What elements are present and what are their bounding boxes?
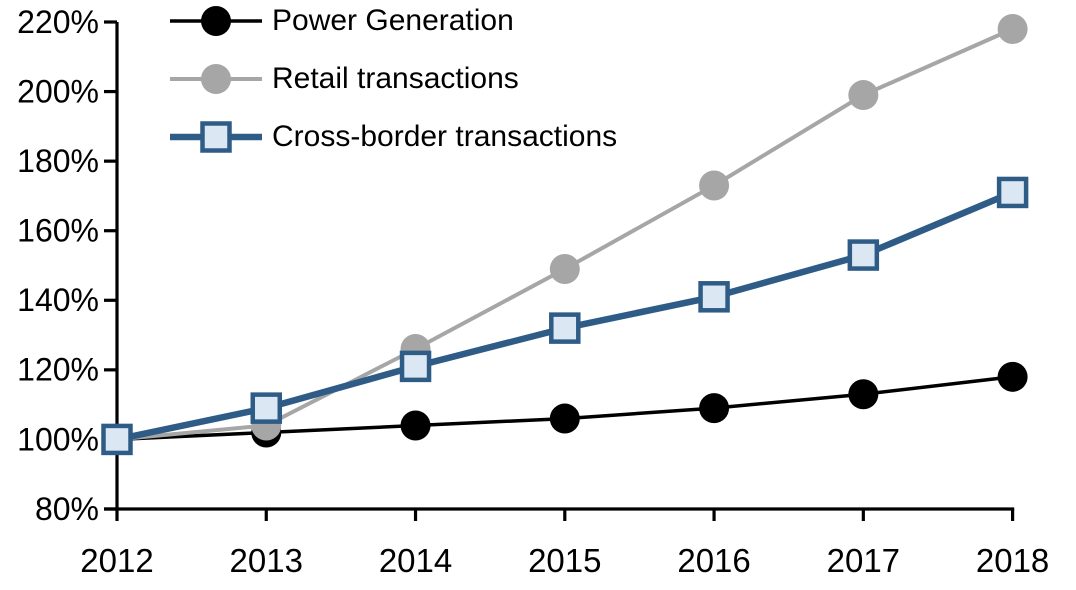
data-point-circle [699, 393, 730, 424]
data-point-circle [997, 361, 1028, 392]
y-tick-label: 160% [17, 213, 99, 249]
data-point-circle [848, 379, 879, 410]
y-tick-label: 220% [17, 4, 99, 40]
data-point-square [549, 312, 581, 344]
y-tick-label: 120% [17, 352, 99, 388]
data-point-circle [549, 253, 580, 284]
y-tick-label: 200% [17, 73, 99, 109]
y-tick-label: 140% [17, 282, 99, 318]
x-tick-label: 2015 [528, 542, 601, 579]
legend-swatch-circle-icon [170, 6, 262, 36]
x-tick-label: 2014 [379, 542, 452, 579]
legend-swatch-square-icon [170, 121, 262, 153]
legend-label: Cross-border transactions [272, 120, 618, 153]
legend-marker-circle [201, 6, 231, 36]
y-tick-label: 100% [17, 421, 99, 457]
legend-label: Power Generation [272, 4, 514, 37]
y-tick-label: 180% [17, 143, 99, 179]
x-tick-label: 2013 [230, 542, 303, 579]
data-point-square [996, 176, 1029, 209]
legend-swatch-circle-icon [170, 64, 262, 94]
legend-marker-square [200, 121, 232, 153]
legend-item-cross-border-transactions: Cross-border transactions [168, 120, 617, 154]
data-point-square [101, 423, 133, 456]
x-tick-label: 2017 [827, 542, 900, 579]
data-point-circle [699, 170, 730, 201]
data-point-circle [400, 410, 431, 441]
legend-label: Retail transactions [272, 62, 519, 95]
data-point-square [698, 281, 730, 313]
data-point-circle [549, 403, 580, 434]
legend-marker-circle [201, 64, 231, 94]
x-tick-label: 2012 [80, 542, 153, 579]
data-point-circle [848, 80, 879, 111]
x-tick-label: 2018 [976, 542, 1049, 579]
x-tick-label: 2016 [677, 542, 750, 579]
legend-item-retail-transactions: Retail transactions [168, 62, 617, 96]
chart-legend: Power Generation Retail transactions Cross… [168, 4, 617, 154]
data-point-square [250, 392, 283, 424]
data-point-circle [997, 13, 1028, 44]
legend-item-power-generation: Power Generation [168, 4, 617, 38]
data-point-square [399, 350, 432, 383]
data-point-square [847, 239, 880, 271]
y-tick-label: 80% [35, 491, 99, 527]
